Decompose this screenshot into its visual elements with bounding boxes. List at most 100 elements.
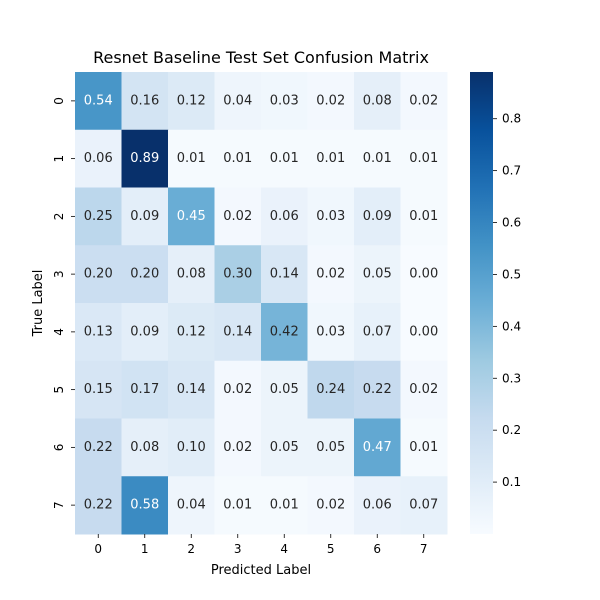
cell-value-label: 0.24 — [316, 382, 345, 397]
heatmap-cell — [214, 476, 262, 535]
x-tick-label: 6 — [373, 542, 381, 556]
heatmap-cell — [261, 245, 308, 304]
heatmap-cell — [400, 245, 448, 304]
heatmap-cell — [168, 129, 215, 188]
x-tick-label: 0 — [94, 542, 102, 556]
heatmap-cell — [214, 72, 262, 131]
heatmap-cell — [75, 129, 122, 188]
heatmap-cell — [307, 476, 355, 535]
x-tick-label: 1 — [141, 542, 149, 556]
cell-value-label: 0.14 — [177, 382, 206, 397]
heatmap-cell — [75, 303, 122, 362]
cell-value-label: 0.15 — [84, 382, 113, 397]
heatmap-cell — [168, 245, 215, 304]
cell-value-label: 0.09 — [130, 209, 159, 224]
heatmap-cell — [307, 303, 355, 362]
cell-value-label: 0.14 — [270, 267, 299, 282]
cell-value-label: 0.17 — [130, 382, 159, 397]
colorbar-tick-label: 0.2 — [502, 423, 521, 437]
cell-value-label: 0.01 — [270, 151, 299, 166]
heatmap-cell — [354, 187, 401, 246]
heatmap-cell-labels: 0.54 0.16 0.12 0.04 0.03 0.02 0.08 0.02 0.06 0.89… — [84, 93, 438, 512]
cell-value-label: 0.12 — [177, 324, 206, 339]
cell-value-label: 0.03 — [316, 209, 345, 224]
heatmap-cell — [168, 72, 215, 131]
heatmap-cell — [75, 72, 122, 131]
heatmap-cell — [121, 476, 169, 535]
heatmap-cell — [168, 418, 215, 477]
heatmap-cell — [261, 72, 308, 131]
y-tick-label: 3 — [52, 270, 66, 278]
heatmap-cell — [400, 187, 448, 246]
colorbar-tick-label: 0.4 — [502, 319, 521, 333]
y-tick-label: 5 — [52, 386, 66, 394]
heatmap-cell — [400, 303, 448, 362]
heatmap-cell — [214, 303, 262, 362]
cell-value-label: 0.45 — [177, 209, 206, 224]
y-tick-label: 0 — [52, 97, 66, 105]
cell-value-label: 0.22 — [84, 498, 113, 513]
heatmap-cell — [75, 360, 122, 419]
heatmap-cell — [168, 360, 215, 419]
cell-value-label: 0.25 — [84, 209, 113, 224]
heatmap-cell — [261, 360, 308, 419]
cell-value-label: 0.08 — [363, 93, 392, 108]
cell-value-label: 0.13 — [84, 324, 113, 339]
cell-value-label: 0.01 — [363, 151, 392, 166]
cell-value-label: 0.01 — [409, 209, 438, 224]
heatmap-cell — [121, 187, 169, 246]
cell-value-label: 0.04 — [223, 93, 252, 108]
cell-value-label: 0.58 — [130, 498, 159, 513]
colorbar-tick-label: 0.3 — [502, 371, 521, 385]
cell-value-label: 0.16 — [130, 93, 159, 108]
x-tick-label: 2 — [187, 542, 195, 556]
x-axis-label: Predicted Label — [211, 563, 311, 578]
cell-value-label: 0.05 — [363, 267, 392, 282]
heatmap-cell — [121, 72, 169, 131]
colorbar-tick-label: 0.7 — [502, 164, 521, 178]
cell-value-label: 0.14 — [223, 324, 252, 339]
cell-value-label: 0.03 — [316, 324, 345, 339]
heatmap-cell — [75, 245, 122, 304]
heatmap-cell — [121, 360, 169, 419]
cell-value-label: 0.20 — [84, 267, 113, 282]
heatmap-cell — [307, 187, 355, 246]
heatmap-cell — [121, 245, 169, 304]
heatmap-cell — [354, 476, 401, 535]
heatmap-cell — [168, 303, 215, 362]
y-axis-label: True Label — [31, 270, 46, 338]
heatmap-cell — [75, 187, 122, 246]
heatmap-cell — [354, 418, 401, 477]
cell-value-label: 0.02 — [409, 93, 438, 108]
heatmap-cells — [75, 72, 448, 535]
heatmap-cell — [354, 360, 401, 419]
heatmap-cell — [214, 418, 262, 477]
colorbar — [470, 72, 493, 534]
heatmap-cell — [307, 72, 355, 131]
heatmap-cell — [354, 129, 401, 188]
x-tick-label: 5 — [327, 542, 335, 556]
cell-value-label: 0.54 — [84, 93, 113, 108]
cell-value-label: 0.00 — [409, 267, 438, 282]
colorbar-tick-label: 0.1 — [502, 475, 521, 489]
cell-value-label: 0.02 — [223, 382, 252, 397]
cell-value-label: 0.01 — [409, 440, 438, 455]
cell-value-label: 0.10 — [177, 440, 206, 455]
heatmap-cell — [121, 418, 169, 477]
heatmap-cell — [214, 187, 262, 246]
heatmap-cell — [261, 129, 308, 188]
heatmap-cell — [75, 418, 122, 477]
heatmap-cell — [261, 418, 308, 477]
heatmap-cell — [168, 187, 215, 246]
heatmap-cell — [121, 129, 169, 188]
cell-value-label: 0.03 — [270, 93, 299, 108]
colorbar-ticks: 0.1 0.2 0.3 0.4 0.5 0.6 0.7 0.8 — [493, 112, 521, 489]
heatmap-cell — [214, 245, 262, 304]
y-tick-label: 2 — [52, 213, 66, 221]
cell-value-label: 0.09 — [363, 209, 392, 224]
cell-value-label: 0.08 — [130, 440, 159, 455]
heatmap-cell — [307, 418, 355, 477]
cell-value-label: 0.02 — [316, 267, 345, 282]
heatmap-cell — [214, 129, 262, 188]
